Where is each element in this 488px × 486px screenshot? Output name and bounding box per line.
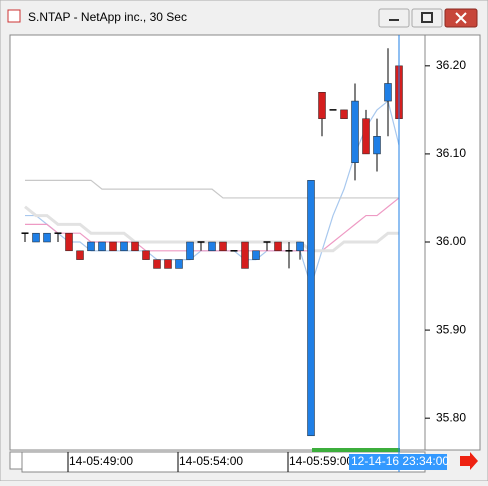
- candle-body: [362, 118, 370, 155]
- candle-body: [153, 259, 161, 269]
- candle-body: [87, 241, 95, 252]
- candle-body: [164, 259, 172, 269]
- crosshair-label: 12-14-16 23:34:00: [351, 454, 449, 468]
- x-tick-label: 14-05:59:00: [289, 454, 353, 468]
- candle-body: [120, 241, 128, 252]
- candle-body: [241, 241, 249, 269]
- close-button[interactable]: [444, 8, 478, 28]
- y-tick-label: 36.00: [436, 234, 466, 248]
- scroll-box[interactable]: [9, 451, 23, 470]
- window-title: S.NTAP - NetApp inc., 30 Sec: [28, 10, 187, 24]
- candle-body: [142, 250, 150, 260]
- candle-body: [208, 241, 216, 252]
- y-axis-area: [424, 34, 481, 451]
- candle-body: [43, 232, 51, 243]
- candle-body: [307, 180, 315, 437]
- candle-body: [274, 241, 282, 252]
- y-tick-label: 36.20: [436, 58, 466, 72]
- candle-body: [65, 232, 73, 252]
- crosshair-label-box: [349, 454, 447, 470]
- candle-body: [98, 241, 106, 252]
- candle-body: [296, 241, 304, 252]
- candle-body: [219, 241, 227, 252]
- maximize-button[interactable]: [411, 8, 443, 28]
- range-indicator: [312, 448, 400, 452]
- candle-body: [131, 241, 139, 252]
- candle-body: [76, 250, 84, 260]
- scroll-right-arrow[interactable]: [460, 452, 478, 470]
- candle-body: [109, 241, 117, 252]
- minimize-button[interactable]: [378, 8, 410, 28]
- x-tick-label: 14-05:49:00: [69, 454, 133, 468]
- x-tick-label: 14-05:54:00: [179, 454, 243, 468]
- candle-body: [252, 250, 260, 260]
- candle-body: [32, 232, 40, 243]
- candle-body: [373, 136, 381, 155]
- y-tick-label: 35.90: [436, 322, 466, 336]
- candle-body: [175, 259, 183, 269]
- y-tick-label: 35.80: [436, 410, 466, 424]
- candle-body: [351, 100, 359, 163]
- y-tick-label: 36.10: [436, 146, 466, 160]
- app-icon: [7, 9, 21, 23]
- candle-body: [340, 109, 348, 119]
- candle-body: [318, 92, 326, 119]
- candle-body: [384, 83, 392, 102]
- candle-body: [186, 241, 194, 260]
- moving-average: [25, 179, 399, 199]
